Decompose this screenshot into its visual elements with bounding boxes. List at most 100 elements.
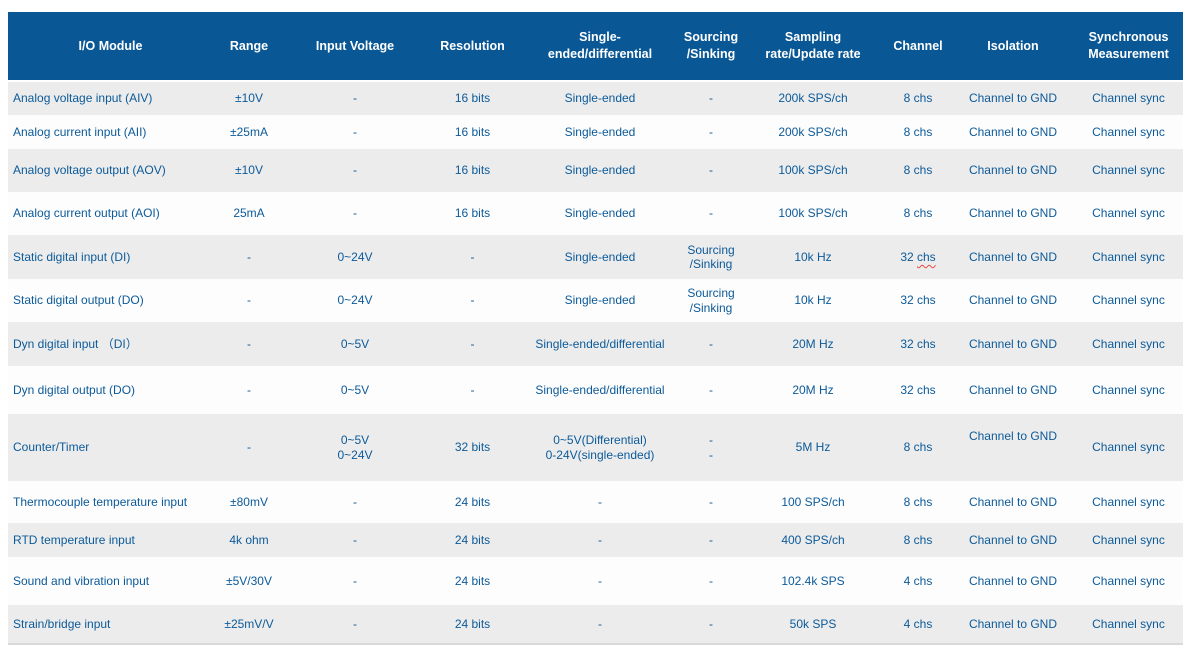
cell-range: 4k ohm (229, 532, 269, 547)
cell-input-voltage: - (353, 206, 357, 221)
cell-isolation: Channel to GND (968, 429, 1058, 444)
cell-resolution: 16 bits (454, 163, 491, 178)
cell-sampling-rate: 200k SPS/ch (778, 91, 848, 106)
cell-single-ended-differential: - (598, 532, 602, 547)
cell-synchronous-measurement: Channel sync (1092, 382, 1165, 397)
cell-sourcing-sinking: - (709, 91, 713, 106)
cell-sampling-rate: 20M Hz (792, 336, 834, 351)
cell-range: - (247, 440, 251, 455)
cell-resolution: 16 bits (454, 124, 491, 139)
cell-single-ended-differential: Single-ended/differential (535, 382, 665, 397)
cell-range: ±10V (235, 91, 263, 106)
cell-sampling-rate: 100 SPS/ch (781, 494, 845, 509)
cell-isolation: Channel to GND (968, 494, 1058, 509)
column-header-sampling-rate: Sampling rate/Update rate (742, 12, 884, 82)
cell-resolution: 32 bits (454, 440, 491, 455)
cell-channel: 32 chs (900, 382, 936, 397)
cell-synchronous-measurement: Channel sync (1092, 293, 1165, 308)
table-row: RTD temperature input 4k ohm - 24 bits - - 400… (8, 523, 1183, 557)
cell-isolation: Channel to GND (968, 293, 1058, 308)
cell-isolation: Channel to GND (968, 206, 1058, 221)
cell-synchronous-measurement: Channel sync (1092, 532, 1165, 547)
cell-isolation: Channel to GND (968, 336, 1058, 351)
cell-io-module: Sound and vibration input (13, 573, 150, 588)
cell-range: - (247, 336, 251, 351)
cell-input-voltage: - (353, 532, 357, 547)
cell-single-ended-differential: Single-ended (564, 91, 636, 106)
cell-input-voltage: - (353, 163, 357, 178)
column-header-range: Range (213, 12, 285, 82)
cell-text: 32 (900, 249, 917, 264)
cell-resolution: 24 bits (454, 532, 491, 547)
cell-synchronous-measurement: Channel sync (1092, 124, 1165, 139)
cell-sourcing-sinking: Sourcing /Sinking (687, 242, 735, 271)
cell-io-module: Counter/Timer (13, 440, 90, 455)
cell-sampling-rate: 10k Hz (794, 249, 832, 264)
io-module-spec-table: I/O Module Range Input Voltage Resolution Si… (8, 12, 1183, 645)
table-row: Strain/bridge input ±25mV/V - 24 bits - - 50k … (8, 605, 1183, 644)
cell-channel: 4 chs (903, 616, 933, 631)
cell-channel: 32 chs (884, 235, 952, 279)
column-header-input-voltage: Input Voltage (285, 12, 425, 82)
cell-isolation: Channel to GND (968, 616, 1058, 631)
cell-sampling-rate: 20M Hz (792, 382, 834, 397)
table-header: I/O Module Range Input Voltage Resolution Si… (8, 12, 1183, 82)
cell-sourcing-sinking: - - (709, 433, 713, 462)
cell-sourcing-sinking: - (709, 532, 713, 547)
cell-io-module: Thermocouple temperature input (13, 494, 188, 509)
cell-synchronous-measurement: Channel sync (1092, 494, 1165, 509)
cell-io-module: Dyn digital input （DI） (13, 336, 138, 351)
cell-io-module: Analog current output (AOI) (13, 206, 160, 221)
cell-sourcing-sinking: - (709, 163, 713, 178)
column-header-io-module: I/O Module (8, 12, 213, 82)
cell-single-ended-differential: Single-ended (564, 163, 636, 178)
cell-input-voltage: - (353, 616, 357, 631)
table-row: Analog voltage input (AIV) ±10V - 16 bits Si… (8, 81, 1183, 115)
cell-channel: 8 chs (903, 91, 933, 106)
cell-sampling-rate: 10k Hz (794, 293, 832, 308)
cell-channel: 8 chs (903, 440, 933, 455)
cell-sampling-rate: 102.4k SPS (781, 573, 845, 588)
table-row: Analog current input (AII) ±25mA - 16 bits S… (8, 115, 1183, 149)
cell-io-module: Analog voltage output (AOV) (13, 163, 166, 178)
cell-input-voltage: - (353, 573, 357, 588)
column-header-isolation: Isolation (952, 12, 1074, 82)
cell-sampling-rate: 5M Hz (795, 440, 831, 455)
cell-sourcing-sinking: - (709, 336, 713, 351)
cell-input-voltage: 0~5V (340, 336, 370, 351)
cell-single-ended-differential: Single-ended/differential (535, 336, 665, 351)
table-row: Dyn digital output (DO) - 0~5V - Single-ende… (8, 366, 1183, 414)
cell-synchronous-measurement: Channel sync (1092, 573, 1165, 588)
cell-channel: 8 chs (903, 163, 933, 178)
cell-range: - (247, 249, 251, 264)
table-row: Dyn digital input （DI） - 0~5V - Single-ended… (8, 322, 1183, 366)
column-header-synchronous-measurement: Synchronous Measurement (1074, 12, 1183, 82)
cell-sampling-rate: 100k SPS/ch (778, 163, 848, 178)
cell-synchronous-measurement: Channel sync (1092, 440, 1165, 455)
cell-channel: 8 chs (903, 206, 933, 221)
cell-synchronous-measurement: Channel sync (1092, 336, 1165, 351)
cell-isolation: Channel to GND (968, 124, 1058, 139)
cell-input-voltage: - (353, 494, 357, 509)
cell-input-voltage: 0~24V (337, 293, 373, 308)
cell-resolution: 24 bits (454, 573, 491, 588)
cell-single-ended-differential: Single-ended (564, 249, 636, 264)
cell-io-module: Analog current input (AII) (13, 124, 147, 139)
cell-io-module: RTD temperature input (13, 532, 135, 547)
cell-synchronous-measurement: Channel sync (1092, 616, 1165, 631)
cell-resolution: 16 bits (454, 206, 491, 221)
column-header-channel: Channel (884, 12, 952, 82)
cell-input-voltage: 0~24V (337, 249, 373, 264)
cell-channel: 8 chs (903, 532, 933, 547)
cell-resolution: - (470, 249, 475, 264)
cell-channel: 32 chs (900, 293, 936, 308)
cell-single-ended-differential: - (598, 616, 602, 631)
table-header-row: I/O Module Range Input Voltage Resolution Si… (8, 12, 1183, 82)
cell-synchronous-measurement: Channel sync (1092, 206, 1165, 221)
spellcheck-underlined-word: chs (917, 249, 936, 264)
table-row: Analog current output (AOI) 25mA - 16 bits S… (8, 192, 1183, 235)
cell-resolution: 24 bits (454, 494, 491, 509)
cell-io-module: Analog voltage input (AIV) (13, 91, 153, 106)
cell-isolation: Channel to GND (968, 532, 1058, 547)
